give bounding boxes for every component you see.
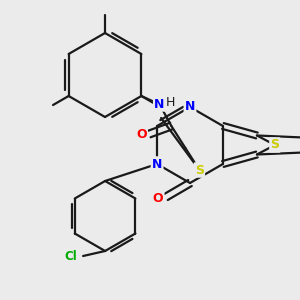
- Text: N: N: [152, 158, 162, 170]
- Text: S: S: [270, 139, 279, 152]
- Text: N: N: [154, 98, 165, 110]
- Text: S: S: [195, 164, 204, 176]
- Text: O: O: [136, 128, 147, 140]
- Text: O: O: [153, 193, 163, 206]
- Text: N: N: [185, 100, 195, 113]
- Text: H: H: [166, 95, 175, 109]
- Text: Cl: Cl: [65, 250, 77, 262]
